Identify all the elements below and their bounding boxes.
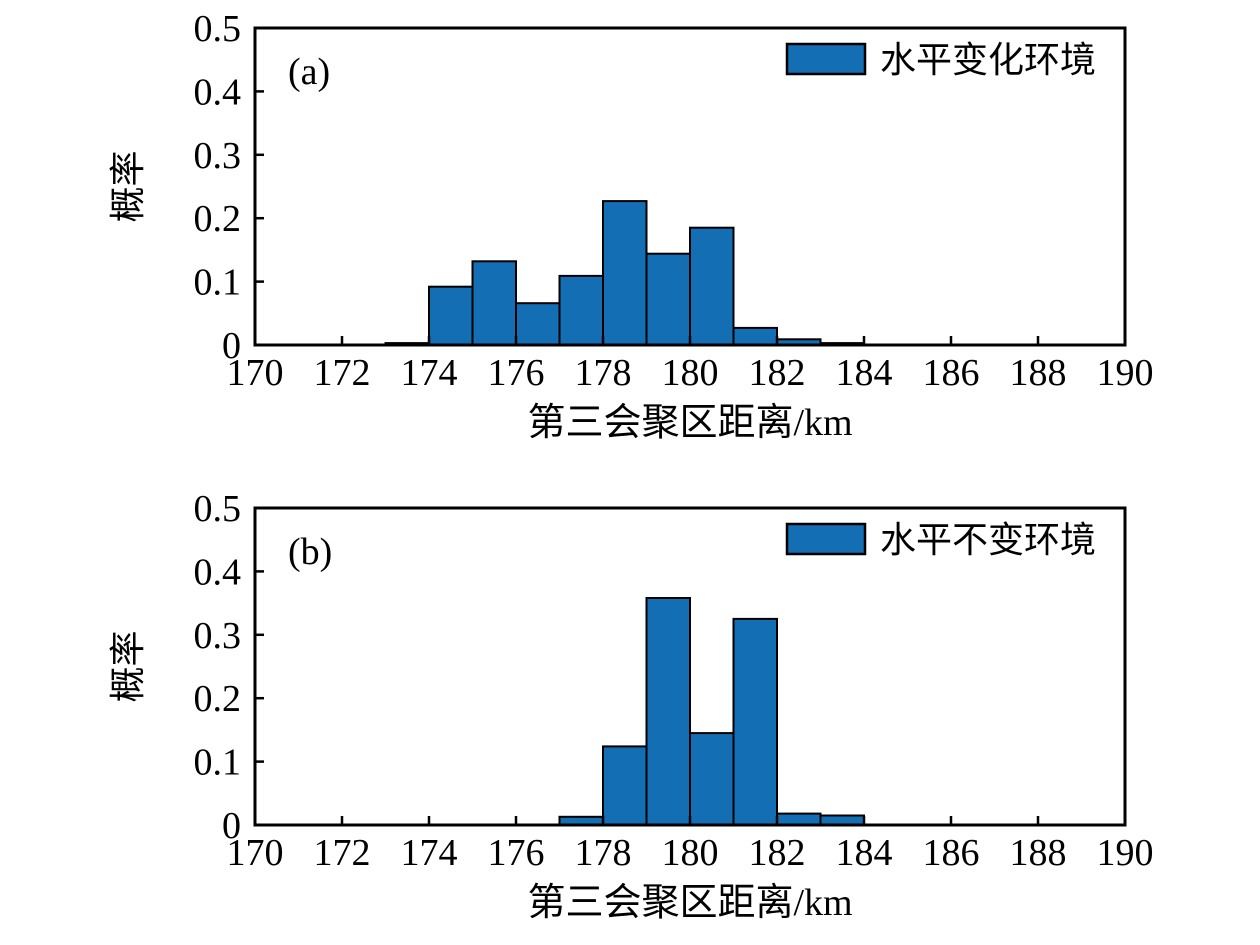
histogram-bar (602, 200, 648, 346)
y-tick-label: 0.4 (194, 71, 242, 113)
histogram-bar (602, 745, 648, 826)
x-tick-label: 178 (575, 832, 632, 874)
x-tick-label: 190 (1097, 832, 1154, 874)
histogram-panel-b: 170 172 174 176 178 180 182 184 186 188 190 0 0.1 0.2… (108, 488, 1154, 924)
x-tick-label: 184 (836, 352, 893, 394)
y-tick-label: 0.5 (194, 488, 242, 530)
histogram-bar (732, 326, 778, 346)
histogram-bar (645, 597, 691, 826)
x-tick-label: 176 (488, 352, 545, 394)
x-tick-label: 180 (662, 832, 719, 874)
legend-label: 水平不变环境 (880, 520, 1096, 560)
y-tick-label: 0.2 (194, 678, 242, 720)
y-tick-label: 0.3 (194, 615, 242, 657)
y-axis-label: 概率 (108, 630, 148, 702)
y-tick-label: 0.4 (194, 551, 242, 593)
histogram-bar (558, 274, 604, 346)
x-tick-label: 172 (314, 832, 371, 874)
x-tick-label: 188 (1010, 352, 1067, 394)
x-tick-label: 174 (401, 352, 458, 394)
plot-frame (253, 506, 1127, 827)
x-axis-label: 第三会聚区距离/km (527, 882, 852, 924)
histogram-bar (689, 226, 735, 346)
y-tick-label: 0 (222, 325, 241, 367)
histogram-bar (732, 617, 778, 826)
histogram-panel-a: 170 172 174 176 178 180 182 184 186 188 190 0 0.1 0.2… (108, 8, 1154, 444)
x-tick-label: 176 (488, 832, 545, 874)
legend-swatch (785, 522, 867, 556)
x-tick-label: 170 (227, 832, 284, 874)
y-tick-label: 0.3 (194, 135, 242, 177)
y-tick-label: 0.5 (194, 8, 242, 50)
x-tick-label: 186 (923, 832, 980, 874)
histogram-bar (776, 812, 822, 827)
y-tick-label: 0.2 (194, 198, 242, 240)
x-tick-label: 182 (749, 832, 806, 874)
x-tick-label: 186 (923, 352, 980, 394)
legend-label: 水平变化环境 (880, 40, 1096, 80)
x-tick-label: 172 (314, 352, 371, 394)
panel-label: (b) (288, 531, 332, 573)
x-tick-label: 184 (836, 832, 893, 874)
y-tick-label: 0 (222, 805, 241, 847)
x-tick-label: 170 (227, 352, 284, 394)
histogram-bar (471, 260, 517, 346)
histogram-bar (515, 302, 561, 347)
x-axis-label: 第三会聚区距离/km (527, 402, 852, 444)
x-tick-label: 188 (1010, 832, 1067, 874)
x-tick-label: 182 (749, 352, 806, 394)
x-tick-label: 178 (575, 352, 632, 394)
x-tick-label: 174 (401, 832, 458, 874)
legend-swatch (785, 42, 867, 76)
x-tick-label: 190 (1097, 352, 1154, 394)
y-tick-label: 0.1 (194, 742, 242, 784)
plot-frame (253, 26, 1127, 347)
y-axis-label: 概率 (108, 150, 148, 222)
histogram-bar (645, 252, 691, 346)
y-tick-label: 0.1 (194, 262, 242, 304)
panel-label: (a) (288, 51, 330, 93)
x-tick-label: 180 (662, 352, 719, 394)
histogram-bar (689, 732, 735, 827)
histogram-bar (428, 285, 474, 347)
